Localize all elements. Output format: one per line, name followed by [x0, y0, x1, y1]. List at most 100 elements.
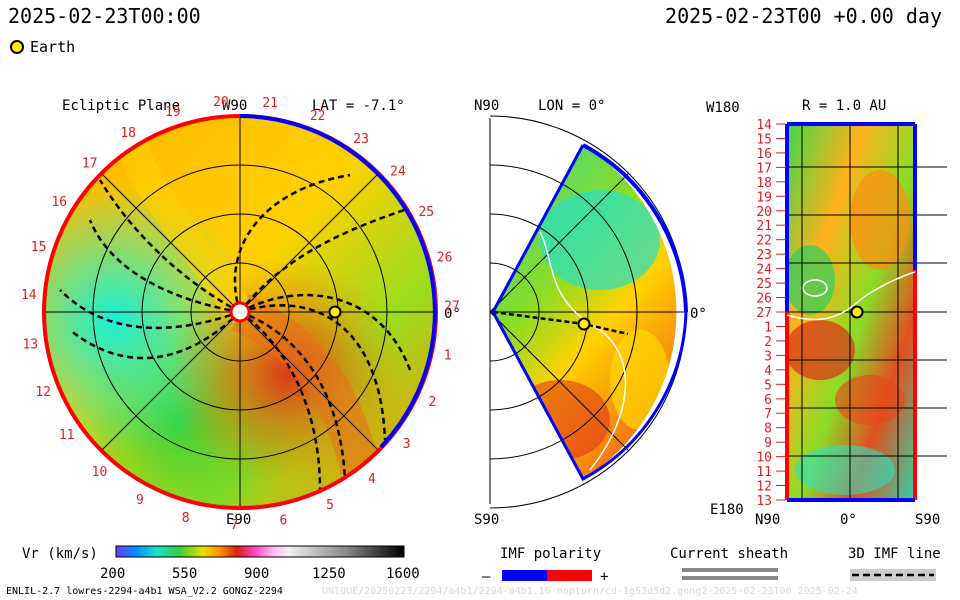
colorbar-tick-1250: 1250	[312, 566, 346, 582]
carrington-label-10: 10	[92, 465, 108, 480]
colorbar-label: Vr (km/s)	[22, 546, 98, 562]
sphere-row-label-24: 24	[756, 263, 772, 278]
sphere-row-label-18: 18	[756, 176, 772, 191]
imf-polarity-title: IMF polarity	[500, 546, 601, 562]
current-sheath-swatch-top	[682, 568, 778, 572]
meridional-panel: N90 LON = 0° S90 0°	[474, 98, 707, 528]
carrington-label-21: 21	[262, 96, 278, 111]
sphere-row-label-8: 8	[764, 422, 772, 437]
carrington-label-25: 25	[418, 205, 434, 220]
sphere-top-left-label: W180	[706, 100, 740, 116]
ecliptic-boundary-negative	[239, 114, 437, 449]
sphere-row-label-4: 4	[764, 364, 772, 379]
sphere-row-label-7: 7	[764, 407, 772, 422]
carrington-label-3: 3	[403, 437, 411, 452]
earth-legend: Earth	[10, 38, 75, 56]
imf-line-swatch-bg	[850, 569, 936, 581]
imf-positive-swatch	[547, 570, 592, 581]
carrington-label-15: 15	[31, 240, 47, 255]
current-sheath-legend: Current sheath	[670, 546, 788, 580]
carrington-label-9: 9	[136, 493, 144, 508]
carrington-label-18: 18	[120, 126, 136, 141]
carrington-label-8: 8	[182, 511, 190, 526]
meridional-right-label: 0°	[690, 306, 707, 322]
sphere-row-label-19: 19	[756, 190, 772, 205]
sphere-row-label-1: 1	[764, 321, 772, 336]
colorbar-tick-1600: 1600	[386, 566, 420, 582]
earth-legend-label: Earth	[30, 38, 76, 56]
date-time-left: 2025-02-23T00:00	[8, 4, 201, 28]
imf-negative-swatch	[502, 570, 547, 581]
carrington-label-17: 17	[82, 157, 98, 172]
date-time-right: 2025-02-23T00 +0.00 day	[665, 4, 942, 28]
meridional-velocity-field	[493, 145, 677, 479]
sphere-bottom-left-label: E180	[710, 502, 744, 518]
ecliptic-lat-label: LAT = -7.1°	[312, 98, 405, 114]
sphere-r-label: R = 1.0 AU	[802, 98, 886, 114]
carrington-label-20: 20	[213, 95, 229, 110]
sphere-row-label-22: 22	[756, 234, 772, 249]
sun-inner-boundary	[229, 301, 251, 323]
colorbar-tick-550: 550	[172, 566, 197, 582]
sphere-row-label-6: 6	[764, 393, 772, 408]
watermark-run-id: UNIQUE/20250223/2294/a4b1/2294-a4b1.16 n…	[322, 586, 858, 597]
imf-minus-label: –	[482, 569, 491, 585]
ecliptic-bottom-label: E90	[226, 512, 251, 528]
carrington-label-12: 12	[35, 385, 51, 400]
carrington-label-1: 1	[444, 348, 452, 363]
sphere-row-label-13: 13	[756, 494, 772, 509]
sphere-row-label-5: 5	[764, 378, 772, 393]
carrington-label-11: 11	[59, 428, 75, 443]
sphere-row-label-12: 12	[756, 480, 772, 495]
meridional-lon-label: LON = 0°	[538, 98, 605, 114]
sphere-row-label-14: 14	[756, 118, 772, 133]
carrington-label-14: 14	[21, 288, 37, 303]
sphere-row-labels: 1415161718192021222324252627123456789101…	[756, 118, 786, 509]
sphere-axis-n90: N90	[755, 512, 780, 528]
colorbar-tick-900: 900	[244, 566, 269, 582]
model-credit-line: ENLIL-2.7 lowres-2294-a4b1 WSA_V2.2 GONG…	[6, 586, 283, 597]
carrington-label-4: 4	[368, 472, 376, 487]
carrington-label-22: 22	[310, 109, 326, 124]
meridional-earth-marker	[577, 317, 591, 331]
carrington-label-13: 13	[22, 337, 38, 352]
sphere-axis-s90: S90	[915, 512, 940, 528]
current-sheath-swatch-bottom	[682, 576, 778, 580]
sphere-row-label-3: 3	[764, 349, 772, 364]
sphere-earth-marker	[850, 305, 864, 319]
carrington-number-labels: 20 21222324252627123456789101112131415161…	[21, 95, 460, 533]
meridional-outer-boundary-negative	[582, 143, 688, 313]
sphere-row-label-20: 20	[756, 205, 772, 220]
imf-polarity-legend: IMF polarity – +	[482, 546, 608, 585]
sphere-row-label-16: 16	[756, 147, 772, 162]
carrington-label-19: 19	[165, 105, 181, 120]
earth-marker-icon	[10, 40, 24, 54]
sphere-row-label-17: 17	[756, 161, 772, 176]
colorbar: Vr (km/s) 200 550 900 1250 1600	[22, 545, 420, 582]
current-sheath-title: Current sheath	[670, 546, 788, 562]
sphere-row-label-9: 9	[764, 436, 772, 451]
meridional-lower-edge	[491, 311, 688, 482]
carrington-label-24: 24	[390, 165, 406, 180]
earth-marker	[328, 305, 342, 319]
carrington-label-2: 2	[428, 395, 436, 410]
sphere-current-sheath	[786, 271, 916, 321]
meridional-current-sheath	[539, 231, 627, 471]
sphere-row-label-23: 23	[756, 248, 772, 263]
meridional-bottom-label: S90	[474, 512, 499, 528]
ecliptic-plane-panel: Ecliptic Plane W90 LAT = -7.1° E90 0° 20…	[21, 95, 461, 533]
carrington-label-5: 5	[326, 498, 334, 513]
carrington-label-16: 16	[51, 195, 67, 210]
sphere-row-label-11: 11	[756, 465, 772, 480]
carrington-label-23: 23	[353, 132, 369, 147]
carrington-label-27: 27	[444, 299, 460, 314]
sphere-row-label-15: 15	[756, 133, 772, 148]
carrington-label-6: 6	[279, 514, 287, 529]
meridional-top-label: N90	[474, 98, 499, 114]
sphere-row-label-26: 26	[756, 292, 772, 307]
sphere-axis-0: 0°	[840, 512, 857, 528]
sphere-row-label-21: 21	[756, 219, 772, 234]
ecliptic-title: Ecliptic Plane	[62, 98, 180, 114]
carrington-label-7: 7	[230, 518, 238, 533]
imf-line-legend: 3D IMF line	[848, 546, 941, 581]
